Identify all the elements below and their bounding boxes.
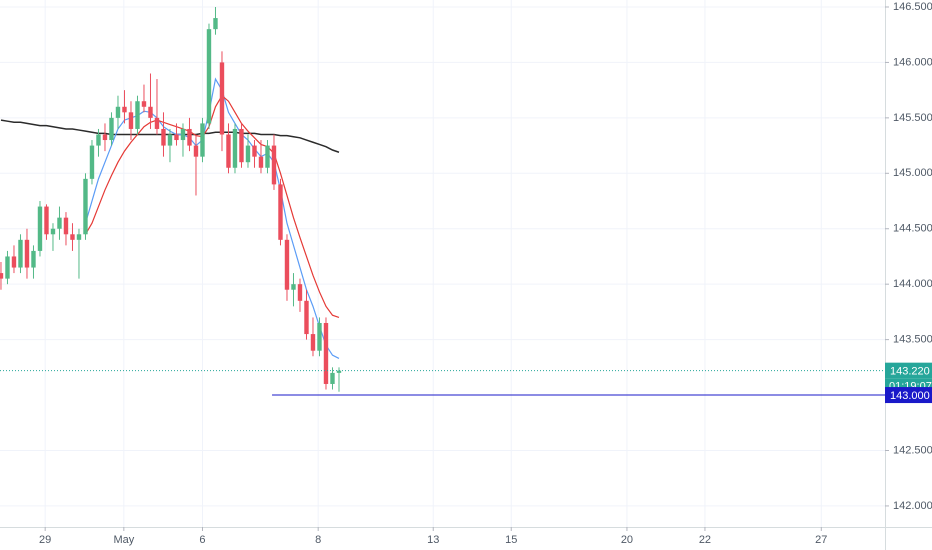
candle-body: [70, 234, 75, 240]
candle-body: [128, 112, 134, 129]
candle-body: [284, 239, 290, 290]
candle-body: [31, 250, 36, 268]
x-tick-label: 20: [621, 534, 633, 546]
candle-body: [323, 322, 329, 384]
x-tick-label: May: [113, 534, 134, 546]
candle-body: [115, 106, 121, 118]
candle-body: [258, 156, 264, 168]
candle-body: [271, 145, 277, 185]
candle-body: [330, 372, 335, 384]
candle-body: [89, 145, 95, 179]
candle-body: [0, 273, 4, 279]
candle-body: [226, 134, 231, 168]
candle-body: [96, 134, 101, 146]
y-tick-label: 144.500: [893, 223, 932, 235]
x-tick-label: 27: [815, 534, 827, 546]
candle-body: [76, 234, 82, 240]
y-tick-label: 146.500: [893, 1, 932, 13]
price-label-box: [885, 362, 932, 379]
y-tick-label: 142.500: [893, 444, 932, 456]
candle-body: [245, 145, 251, 163]
candle-body: [154, 117, 160, 129]
moving-average-line: [84, 94, 340, 319]
candle-body: [50, 228, 56, 235]
candle-body: [317, 322, 322, 351]
candle-body: [109, 117, 114, 141]
y-tick-label: 145.500: [893, 112, 932, 124]
y-tick-label: 142.000: [893, 500, 932, 512]
candle-body: [11, 256, 17, 268]
candle-body: [265, 145, 270, 168]
candle-body: [219, 62, 225, 135]
price-label: 143.000: [890, 390, 930, 402]
candle-body: [5, 256, 10, 279]
candle-body: [310, 334, 316, 351]
candle-body: [141, 101, 147, 107]
y-tick-label: 144.000: [893, 278, 932, 290]
price-label: 143.220: [890, 366, 930, 378]
candle-body: [167, 134, 173, 146]
candle-body: [174, 134, 179, 141]
candle-body: [102, 134, 108, 141]
moving-average-line: [84, 77, 340, 360]
candle-body: [135, 101, 140, 129]
candle-body: [336, 370, 342, 373]
y-tick-label: 146.000: [893, 56, 932, 68]
candle-body: [24, 239, 30, 268]
candle-body: [180, 128, 186, 141]
candle-body: [161, 128, 166, 146]
candle-body: [206, 29, 212, 124]
candle-body: [37, 206, 43, 251]
y-tick-label: 145.000: [893, 167, 932, 179]
candle-body: [148, 106, 153, 118]
candle-body: [232, 128, 238, 168]
y-tick-label: 143.500: [893, 334, 932, 346]
x-tick-label: 22: [699, 534, 711, 546]
candle-body: [297, 284, 303, 301]
x-tick-label: 8: [315, 534, 321, 546]
candle-body: [304, 300, 309, 335]
candle-body: [122, 106, 127, 113]
candle-body: [239, 128, 244, 163]
candle-body: [187, 128, 192, 146]
candle-body: [252, 145, 257, 157]
candle-body: [83, 178, 88, 235]
candle-body: [18, 239, 23, 268]
x-tick-label: 6: [199, 534, 205, 546]
x-tick-label: 29: [39, 534, 51, 546]
candle-body: [44, 206, 49, 235]
candle-body: [193, 145, 199, 157]
candle-body: [278, 184, 283, 240]
candle-body: [57, 217, 62, 229]
x-tick-label: 15: [505, 534, 517, 546]
candle-body: [213, 18, 218, 30]
candle-body: [63, 217, 69, 235]
x-tick-label: 13: [427, 534, 439, 546]
candle-body: [200, 123, 205, 157]
price-label-box: [885, 387, 932, 404]
candle-body: [291, 284, 296, 290]
